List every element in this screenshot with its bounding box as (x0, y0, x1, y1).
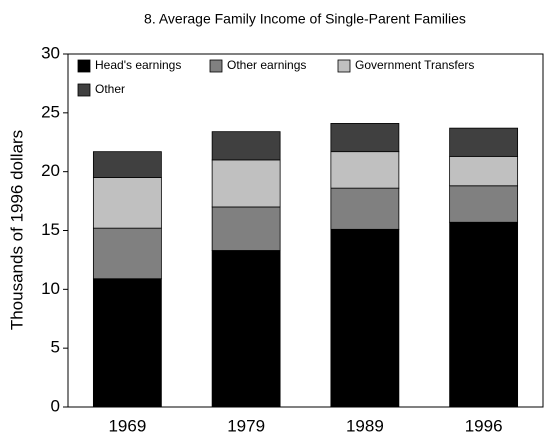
bar-segment (92, 177, 162, 229)
y-tick-label: 5 (51, 338, 60, 357)
bar-segment (211, 206, 281, 251)
legend-label: Government Transfers (355, 58, 474, 72)
x-tick-label: 1979 (227, 416, 265, 435)
bar-segment (330, 123, 400, 153)
bar-segment (211, 131, 281, 161)
bar-segment (211, 250, 281, 408)
y-tick-label: 25 (41, 102, 60, 121)
bar-segment (92, 227, 162, 280)
legend-box (72, 56, 532, 102)
legend-label: Other (95, 82, 125, 96)
bar-segment (92, 151, 162, 178)
legend-swatch (337, 59, 351, 73)
y-tick-label: 30 (41, 43, 60, 62)
legend-swatch (209, 59, 223, 73)
bar-segment (330, 151, 400, 189)
y-tick-label: 0 (51, 396, 60, 415)
legend-label: Head's earnings (95, 58, 181, 72)
legend-label: Other earnings (227, 58, 306, 72)
legend-swatch (77, 83, 91, 97)
y-tick-label: 15 (41, 220, 60, 239)
legend-swatch (77, 59, 91, 73)
x-tick-label: 1989 (346, 416, 384, 435)
bar-segment (449, 155, 519, 187)
bar-segment (449, 221, 519, 408)
bar-segment (449, 185, 519, 223)
x-tick-label: 1969 (108, 416, 146, 435)
x-tick-label: 1996 (465, 416, 503, 435)
bar-segment (330, 228, 400, 408)
y-tick-label: 20 (41, 161, 60, 180)
bar-segment (330, 187, 400, 230)
bar-segment (92, 278, 162, 408)
y-axis-label: Thousands of 1996 dollars (7, 130, 26, 330)
chart-title: 8. Average Family Income of Single-Paren… (144, 11, 466, 27)
bar-segment (211, 159, 281, 208)
y-tick-label: 10 (41, 279, 60, 298)
bar-segment (449, 127, 519, 157)
